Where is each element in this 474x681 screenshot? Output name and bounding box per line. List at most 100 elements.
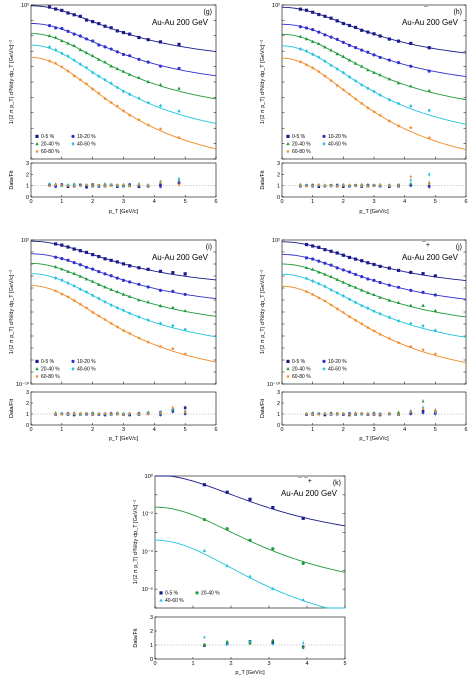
ratio-point [353, 412, 358, 416]
data-point [128, 54, 132, 58]
data-point [301, 561, 305, 566]
ratio-point [366, 412, 370, 416]
data-point [115, 305, 119, 310]
data-point [78, 47, 83, 52]
ratio-axis-label: Data/Fit [9, 170, 15, 190]
legend-marker [286, 374, 290, 379]
ratio-point [366, 184, 370, 188]
data-point [109, 258, 113, 262]
x-tick-label: 4 [153, 427, 156, 433]
ratio-point [347, 412, 352, 416]
ratio-point [84, 411, 89, 415]
data-point [72, 247, 76, 251]
ratio-point [396, 412, 401, 416]
data-point [146, 122, 151, 127]
data-point [60, 26, 64, 31]
data-point [387, 266, 391, 270]
ratio-point [248, 639, 252, 643]
ratio-point [48, 182, 51, 186]
data-point [103, 45, 107, 49]
species-mark: ¯ [423, 6, 428, 14]
data-point [323, 272, 327, 276]
x-tick-label: 1 [311, 427, 314, 433]
data-point [84, 18, 89, 22]
data-point [354, 257, 358, 261]
ratio-point [72, 182, 76, 185]
x-tick-label: 2 [91, 427, 94, 433]
data-point [421, 290, 425, 294]
ratio-tick-label: 3 [26, 161, 29, 167]
data-point [378, 311, 382, 316]
data-point [360, 259, 364, 263]
ratio-tick-label: 2 [277, 401, 280, 407]
ratio-point [128, 184, 132, 188]
ratio-point [323, 411, 327, 415]
data-point [433, 274, 437, 278]
data-point [177, 135, 181, 140]
data-point [97, 282, 101, 286]
ratio-frame [281, 391, 467, 426]
data-point [311, 257, 315, 261]
ratio-point [409, 182, 413, 185]
data-point [408, 125, 413, 130]
data-point [84, 265, 89, 269]
data-point [115, 50, 119, 54]
legend-marker [35, 359, 39, 363]
data-point [323, 284, 327, 289]
legend-marker [159, 591, 163, 595]
ratio-point [427, 181, 431, 185]
legend-entry: 60-80 % [292, 374, 311, 380]
data-point [96, 91, 101, 96]
panel-id: (j) [456, 244, 462, 251]
data-point [311, 27, 315, 32]
ratio-point [335, 184, 339, 188]
data-point [360, 48, 364, 52]
data-point [354, 272, 358, 277]
data-point [329, 48, 333, 52]
data-point [97, 254, 101, 259]
ratio-tick-label: 1 [26, 412, 29, 418]
data-point [329, 274, 333, 279]
data-point [121, 292, 126, 296]
data-point [353, 96, 358, 101]
data-point [66, 54, 70, 59]
ratio-point [91, 412, 95, 416]
ratio-tick-label: 3 [26, 390, 29, 396]
data-point [409, 288, 413, 292]
legend-entry: 20-40 % [292, 142, 311, 148]
data-point [115, 85, 119, 90]
data-point [137, 282, 141, 286]
data-point [84, 81, 89, 86]
data-point [341, 310, 346, 315]
data-point [304, 36, 309, 41]
ratio-point [421, 399, 425, 403]
data-point [54, 242, 58, 246]
x-tick-label: 2 [91, 199, 94, 205]
ratio-point [171, 405, 175, 409]
ratio-point [121, 412, 126, 416]
data-point [323, 261, 327, 265]
data-point [90, 279, 95, 283]
data-point [96, 313, 101, 318]
ratio-tick-label: 1 [277, 412, 280, 418]
y-axis-label: 1/(2 π p_T) d²N/dy·dp_T [GeV/c]⁻² [9, 40, 15, 124]
fit-curve [30, 273, 217, 338]
ratio-point [317, 412, 321, 416]
data-point [158, 127, 163, 131]
data-point [103, 257, 107, 261]
data-point [54, 48, 58, 52]
ratio-point [304, 412, 309, 416]
data-point [66, 258, 70, 262]
data-point [177, 109, 181, 114]
y-tick-label: 10² [272, 3, 280, 9]
data-point [109, 321, 114, 326]
data-point [103, 96, 107, 101]
data-point [366, 68, 370, 72]
y-tick-label: 10⁰ [145, 473, 154, 480]
data-point [304, 289, 309, 294]
data-point [341, 280, 346, 284]
data-point [372, 70, 376, 74]
data-point [109, 64, 113, 68]
data-point [66, 11, 70, 15]
data-point [127, 294, 132, 298]
